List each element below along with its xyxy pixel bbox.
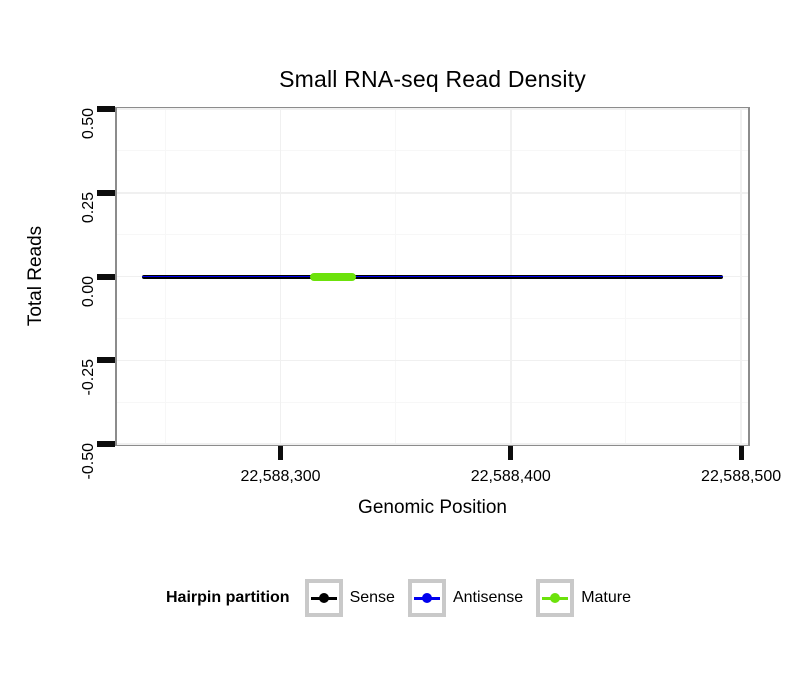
- y-tick-mark: [97, 357, 115, 364]
- legend-key-sense: [304, 579, 343, 617]
- y-axis-label: Total Reads: [25, 225, 46, 327]
- legend-point-mature: [550, 593, 561, 603]
- chart-title: Small RNA-seq Read Density: [279, 66, 586, 92]
- legend-label-sense: Sense: [349, 589, 395, 606]
- legend-key-antisense: [407, 579, 446, 617]
- legend-label-antisense: Antisense: [452, 589, 524, 606]
- y-tick-mark: [97, 273, 115, 280]
- y-tick-label: 0.00: [80, 275, 97, 307]
- x-tick-mark: [738, 446, 744, 460]
- y-tick-label: 0.25: [80, 191, 97, 223]
- legend-title: Hairpin partition: [166, 589, 290, 606]
- x-tick-label: 22,588,400: [470, 468, 551, 485]
- mature-segment: [310, 272, 357, 281]
- y-tick-mark: [97, 106, 115, 112]
- plot-panel: [115, 107, 750, 446]
- y-tick-mark: [97, 189, 115, 196]
- x-tick-mark: [278, 446, 283, 460]
- x-tick-label: 22,588,500: [701, 468, 782, 485]
- legend-key-mature: [536, 579, 575, 617]
- gridline-major-horizontal: [117, 359, 748, 361]
- legend: Hairpin partition Sense Antisense Mature: [0, 577, 810, 619]
- legend-point-antisense: [421, 593, 432, 603]
- x-tick-label: 22,588,300: [240, 468, 321, 485]
- y-tick-mark: [97, 441, 115, 447]
- gridline-minor-horizontal: [117, 317, 748, 319]
- y-tick-label: -0.50: [80, 443, 97, 480]
- legend-label-mature: Mature: [581, 589, 631, 606]
- legend-point-sense: [318, 593, 329, 603]
- gridline-major-horizontal: [117, 443, 748, 445]
- gridline-minor-horizontal: [117, 150, 748, 152]
- y-tick-label: -0.25: [80, 359, 97, 396]
- x-tick-mark: [508, 446, 514, 460]
- y-tick-label: 0.50: [80, 108, 97, 140]
- x-axis-label: Genomic Position: [358, 497, 507, 518]
- gridline-major-horizontal: [117, 108, 748, 110]
- gridline-major-horizontal: [117, 192, 748, 194]
- gridline-minor-horizontal: [117, 234, 748, 236]
- antisense-segment: [142, 275, 723, 278]
- gridline-minor-horizontal: [117, 401, 748, 403]
